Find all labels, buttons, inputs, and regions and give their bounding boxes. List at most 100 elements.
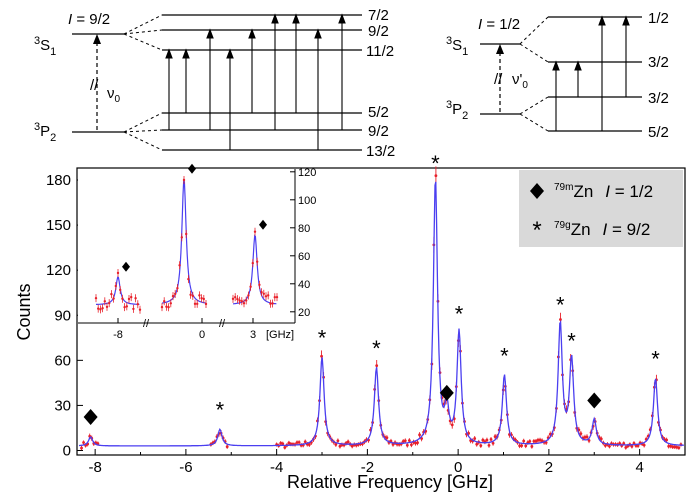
- right-hyperfine-transitions: [552, 15, 630, 131]
- data-point: [434, 174, 438, 178]
- inset-axes: 20 40 60 80 100 120 -8 0 3 // //: [113, 167, 316, 341]
- inset-data-point: [200, 297, 203, 300]
- left-lower-state-label: 3P2: [34, 121, 56, 144]
- y-tick-label: 90: [54, 307, 71, 324]
- right-upper-level-1: 1/2: [648, 10, 669, 27]
- data-point: [479, 444, 483, 448]
- data-point: [416, 441, 419, 445]
- inset-data-point: [202, 297, 205, 301]
- data-point: [667, 444, 671, 448]
- data-point: [677, 446, 681, 450]
- right-lower-level-1: 3/2: [648, 90, 669, 107]
- data-point: [622, 442, 626, 445]
- right-transition-label: ν'0: [512, 71, 528, 91]
- inset-data-point: [97, 307, 100, 310]
- inset-data-point: [269, 302, 272, 305]
- data-point: [80, 446, 83, 450]
- inset-data-point: [174, 292, 177, 296]
- right-connector-lines: [519, 16, 549, 132]
- y-tick-label: 180: [46, 172, 71, 189]
- left-transition-label: ν0: [107, 85, 121, 105]
- legend-diamond-icon: [530, 183, 544, 199]
- data-point: [346, 440, 350, 444]
- left-lower-level-1: 5/2: [368, 104, 389, 121]
- inset-data: [94, 163, 279, 314]
- inset-data-point: [273, 296, 276, 299]
- legend: 79mZn I = 1/2 * 79gZn I = 9/2: [519, 170, 683, 247]
- inset-axis-break: //: [143, 318, 150, 330]
- inset-data-point: [160, 305, 164, 309]
- peak-diamond-marker: [439, 384, 454, 401]
- inset-data-point: [182, 178, 186, 182]
- inset-data-point: [114, 284, 118, 288]
- peak-star-marker: *: [318, 325, 327, 350]
- y-tick-label: 150: [46, 217, 71, 234]
- peak-diamond-marker: [83, 408, 98, 425]
- inset-diamond-marker: [188, 163, 196, 174]
- inset-data-point: [180, 236, 183, 239]
- inset-data-point: [108, 301, 111, 305]
- data-point: [334, 443, 338, 446]
- data-point: [630, 445, 634, 448]
- y-tick-label: 0: [63, 442, 71, 459]
- inset-data-point: [193, 302, 197, 306]
- inset-y-tick-label: 120: [298, 167, 316, 179]
- inset-data-point: [204, 302, 208, 306]
- data-point: [618, 441, 622, 445]
- data-point: [559, 318, 562, 321]
- left-spin-label: I = 9/2: [68, 11, 110, 28]
- data-point: [225, 445, 229, 449]
- inset-data-point: [167, 306, 170, 309]
- inset-data-point: [260, 290, 263, 294]
- right-axis-break-mark: //: [494, 71, 503, 88]
- data-point: [599, 437, 603, 441]
- right-upper-state-label: 3S1: [446, 35, 468, 58]
- data-point: [320, 354, 323, 358]
- inset-x-unit: [GHz]: [266, 329, 294, 341]
- inset-data-point: [119, 288, 122, 292]
- right-upper-level-2: 3/2: [648, 54, 669, 71]
- level-diagram-right: 3S1 3P2 I = 1/2 ν'0 // 1/2 3/2 3/2 5/2: [446, 10, 669, 141]
- inset-data-point: [136, 303, 139, 306]
- data-point: [493, 435, 497, 438]
- legend-entry-1: 79mZn I = 1/2: [554, 182, 653, 201]
- left-hyperfine-transitions: [165, 13, 346, 150]
- x-axis-label: Relative Frequency [GHz]: [287, 472, 493, 492]
- data-point: [518, 444, 522, 448]
- legend-star-icon: *: [532, 217, 541, 244]
- inset-y-tick-label: 40: [298, 279, 310, 291]
- inset-data-point: [134, 297, 137, 300]
- inset-data-point: [121, 297, 124, 300]
- right-transition-arrowhead: [496, 44, 504, 54]
- peak-star-marker: *: [455, 301, 464, 326]
- data-point: [336, 439, 340, 443]
- data-point: [665, 438, 669, 442]
- inset-data-point: [189, 293, 192, 296]
- data-point: [475, 442, 479, 446]
- inset-data-point: [234, 295, 237, 299]
- data-point: [540, 439, 544, 443]
- inset-data-point: [116, 271, 120, 275]
- left-lower-level-2: 9/2: [368, 123, 389, 140]
- inset-data-point: [103, 300, 107, 303]
- data-point: [410, 443, 413, 447]
- inset-data-point: [127, 297, 131, 301]
- x-tick-label: 2: [545, 459, 553, 476]
- inset-data-point: [110, 292, 113, 296]
- data-point: [418, 433, 421, 437]
- data-point: [385, 436, 389, 440]
- inset-data-point: [271, 302, 274, 305]
- inset-data-point: [264, 295, 268, 298]
- left-upper-state-label: 3S1: [34, 35, 56, 58]
- data-point: [528, 439, 532, 443]
- right-lower-level-2: 5/2: [648, 124, 669, 141]
- data-point: [671, 445, 675, 449]
- inset-data-point: [125, 305, 128, 308]
- data-point: [536, 438, 540, 442]
- x-tick-label: -4: [270, 459, 283, 476]
- data-point: [407, 439, 411, 442]
- right-lower-state-label: 3P2: [446, 99, 468, 122]
- inset-data-point: [138, 308, 142, 311]
- inset-data-point: [236, 297, 239, 301]
